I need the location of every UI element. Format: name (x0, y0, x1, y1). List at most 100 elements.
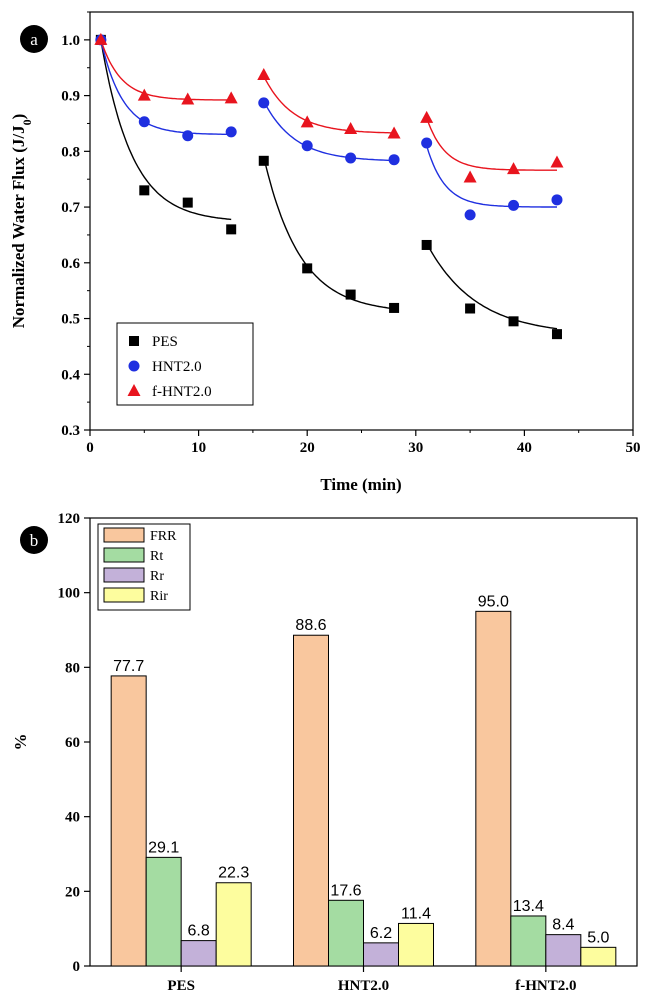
panel-a-x-tick-label: 20 (300, 440, 315, 456)
panel-a-fit-curve (100, 39, 232, 101)
panel-a-fit-curve (263, 100, 395, 162)
panel-b-bar-labels: 77.7 29.1 6.8 22.3 88.6 17.6 6.2 11.4 95.0 13.4 8.… (113, 593, 609, 946)
panel-b-bar (110, 675, 147, 967)
panel-a-data-point (551, 329, 562, 340)
panel-a-fit-curve (100, 39, 232, 136)
panel-a-data-point (182, 197, 193, 208)
panel-a-data-point (226, 224, 237, 235)
panel-a-badge: a (20, 25, 48, 53)
panel-b-bar-label: 6.2 (370, 925, 392, 942)
panel-b-y-tick-label: 120 (58, 511, 81, 527)
panel-a-data-point (258, 97, 270, 109)
panel-a-y-tick-label: 1.0 (61, 33, 80, 49)
panel-b-bar (510, 915, 547, 967)
panel-a-y-tick-label: 0.7 (61, 200, 80, 216)
panel-a-badge-text: a (30, 30, 38, 49)
panel-b-bar (145, 856, 182, 967)
panel-b-bar (215, 882, 252, 967)
panel-a-legend-label: HNT2.0 (152, 359, 202, 375)
panel-a-x-tick-label: 0 (86, 440, 94, 456)
panel-b-legend: FRR Rt Rr Rir (97, 523, 191, 611)
panel-a-data-point (94, 32, 108, 45)
panel-b-legend-swatch (103, 567, 145, 583)
panel-a-data-point (257, 67, 271, 80)
panel-a-data-point (301, 140, 313, 152)
panel-b-category-label: HNT2.0 (338, 978, 389, 994)
panel-a-legend-marker (128, 360, 140, 372)
panel-a-y-tick-label: 0.3 (61, 423, 80, 439)
panel-a-data-point (421, 137, 433, 149)
panel-a-data-point (420, 110, 434, 123)
panel-b-legend-swatch (103, 587, 145, 603)
panel-a-data-point (463, 170, 477, 183)
panel-a-data-point (300, 115, 314, 128)
panel-a-data-point (464, 209, 476, 221)
panel-a-fit-curve (426, 117, 557, 171)
panel-a-legend-marker (129, 336, 139, 346)
panel-b-bar-label: 88.6 (295, 617, 326, 634)
panel-b-legend-label: FRR (150, 529, 177, 544)
panel-b-bar (475, 610, 512, 967)
panel-a-data-point (344, 122, 358, 135)
panel-b-legend-swatch (103, 547, 145, 563)
panel-b-y-tick-label: 0 (73, 959, 81, 975)
panel-b-bar-label: 95.0 (478, 593, 509, 610)
panel-b-bar (545, 934, 582, 967)
panel-a-x-tick-label: 40 (517, 440, 532, 456)
panel-b-bar-label: 77.7 (113, 658, 144, 675)
panel-a-y-tick-label: 0.4 (61, 367, 80, 383)
panel-b-y-axis-title: % (11, 734, 30, 751)
panel-b-bar-label: 13.4 (513, 898, 544, 915)
panel-a-legend-label: PES (152, 334, 178, 350)
panel-a-fit-curve (100, 39, 232, 221)
panel-a-legend: PES HNT2.0 f-HNT2.0 (116, 322, 254, 406)
panel-a-data-point (345, 152, 357, 164)
panel-a-fit-curve (263, 156, 395, 310)
panel-b: b 0 20 40 60 80 100 120 PES HNT2.0 f-HNT2.0 77.7 2… (11, 511, 638, 994)
panel-a-data-point (550, 155, 564, 168)
panel-a-y-tick-label: 0.8 (61, 144, 80, 160)
panel-a-data-point (508, 199, 520, 211)
panel-b-legend-swatch (103, 527, 145, 543)
panel-b-bar-label: 22.3 (218, 865, 249, 882)
panel-b-bar (398, 922, 434, 967)
panel-a-y-tick-label: 0.6 (61, 256, 80, 272)
panel-a-data-point (258, 155, 269, 166)
panel-b-bar (363, 942, 399, 967)
panel-a-data-point (138, 116, 150, 128)
panel-a-data-point (551, 194, 563, 206)
panel-b-y-tick-label: 60 (65, 735, 80, 751)
panel-a-data-point (387, 126, 401, 139)
panel-a-data-point (389, 302, 400, 313)
panel-b-bars (110, 610, 617, 967)
panel-a: a 0 10 20 30 40 50 0.3 0.4 0.5 0.6 0.7 0.8 0.9 1.0 Ti… (9, 11, 641, 494)
panel-a-data-point (182, 130, 194, 142)
panel-b-bar (180, 940, 217, 967)
panel-a-fit-curve (263, 75, 395, 134)
panel-a-legend-label: f-HNT2.0 (152, 384, 212, 400)
panel-a-x-tick-label: 30 (408, 440, 423, 456)
panel-b-bar-label: 11.4 (401, 905, 431, 922)
panel-a-fit-curves (100, 39, 558, 330)
panel-a-data-point (224, 91, 238, 104)
panel-a-y-tick-label: 0.5 (61, 312, 80, 328)
panel-b-badge-text: b (30, 531, 39, 550)
panel-a-data-point (139, 185, 150, 196)
panel-b-y-tick-label: 80 (65, 660, 80, 676)
panel-b-y-tick-label: 100 (58, 586, 81, 602)
panel-b-category-label: PES (167, 978, 195, 994)
panel-a-data-point (181, 92, 195, 105)
panel-a-legend-marker (127, 384, 141, 396)
panel-a-data-point (508, 316, 519, 327)
panel-a-x-axis-title: Time (min) (320, 475, 401, 494)
panel-a-x-tick-label: 50 (626, 440, 641, 456)
panel-b-category-label: f-HNT2.0 (515, 978, 576, 994)
panel-b-badge: b (20, 526, 48, 554)
panel-b-legend-label: Rt (150, 549, 163, 564)
panel-a-data-points (94, 32, 564, 340)
panel-b-bar (580, 946, 617, 967)
panel-b-legend-label: Rr (150, 569, 164, 584)
panel-b-legend-label: Rir (150, 589, 168, 604)
panel-a-y-axis-title: Normalized Water Flux (J/J0) (9, 114, 34, 329)
